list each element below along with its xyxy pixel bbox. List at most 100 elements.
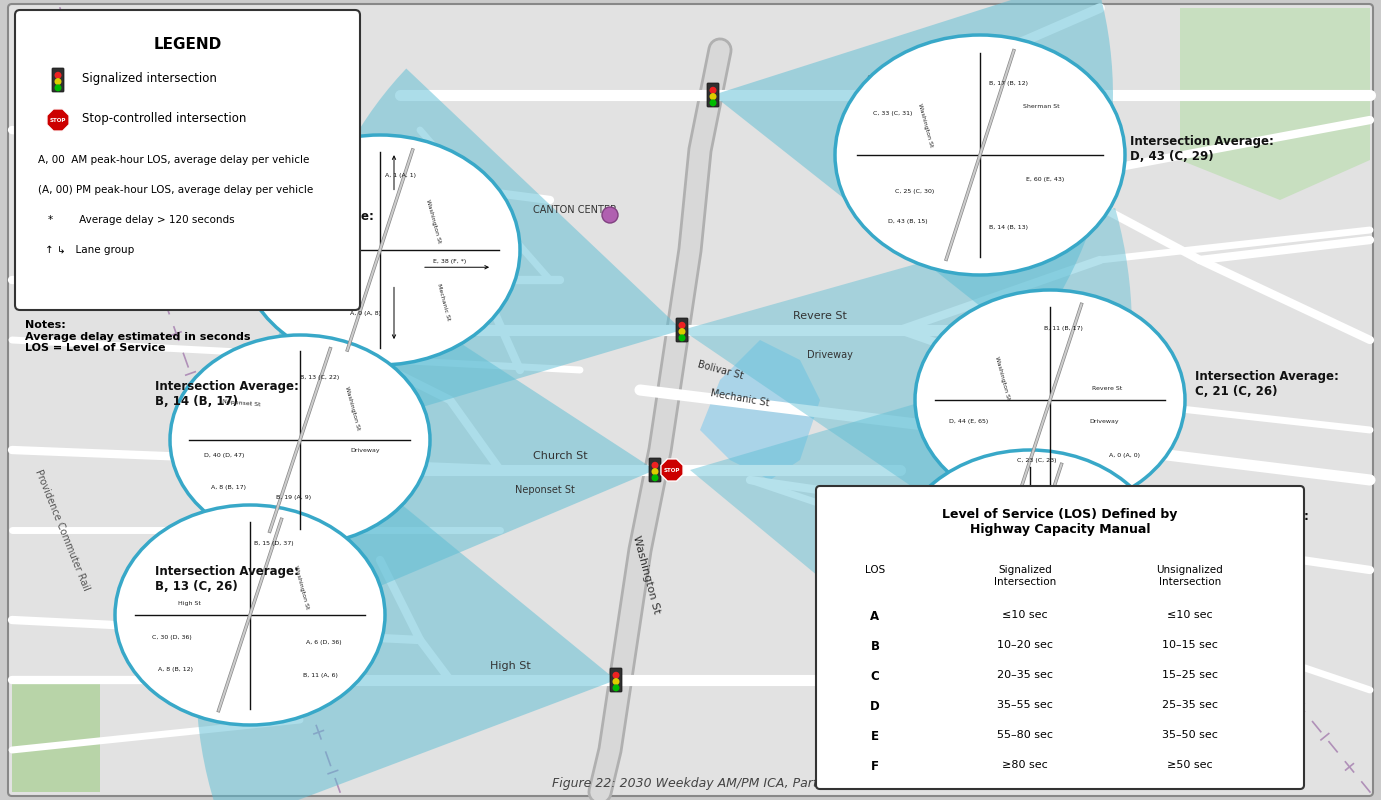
Text: Church St: Church St [533,451,587,461]
Text: STOP: STOP [50,118,66,122]
Text: Intersection Average:
B, 14 (B, 17): Intersection Average: B, 14 (B, 17) [155,380,298,408]
Text: D, 44 (E, 81): D, 44 (E, 81) [1079,618,1117,623]
Circle shape [678,328,685,335]
Text: E, 60 (E, 43): E, 60 (E, 43) [1026,177,1065,182]
Polygon shape [302,69,682,438]
Text: A, 8 (B, 12): A, 8 (B, 12) [159,667,193,673]
Text: Signalized
Intersection: Signalized Intersection [994,565,1056,586]
Text: 10–20 sec: 10–20 sec [997,640,1052,650]
Text: ≥50 sec: ≥50 sec [1167,760,1213,770]
FancyBboxPatch shape [52,68,64,92]
FancyBboxPatch shape [677,318,688,342]
Text: ≤10 sec: ≤10 sec [1003,610,1048,620]
Text: B, 17 (B, 12): B, 17 (B, 12) [990,81,1029,86]
Text: Wall St: Wall St [307,201,327,207]
Text: 35–55 sec: 35–55 sec [997,700,1052,710]
Polygon shape [690,352,1110,738]
Text: A, 1 (A, 1): A, 1 (A, 1) [385,173,417,178]
Text: B: B [870,640,880,653]
Text: Sherman St: Sherman St [867,75,932,85]
Circle shape [678,334,685,342]
Text: Bolivar St: Bolivar St [696,359,744,381]
Text: Washington St: Washington St [293,565,309,610]
Text: High St: High St [178,602,200,606]
Circle shape [613,672,620,678]
Text: Intersection Average:
B, 13 (C, 26): Intersection Average: B, 13 (C, 26) [155,565,298,593]
Polygon shape [1179,8,1370,200]
FancyBboxPatch shape [610,668,621,692]
Text: F: F [871,760,878,773]
FancyBboxPatch shape [707,83,720,107]
Text: A, 0 (A, 0): A, 0 (A, 0) [1109,453,1139,458]
Text: E: E [871,730,878,743]
Text: LOS: LOS [865,565,885,575]
Text: Stoughton Commuter Rail: Stoughton Commuter Rail [1192,592,1288,688]
Text: 25–35 sec: 25–35 sec [1161,700,1218,710]
Text: B, 14 (C, 8): B, 14 (C, 8) [938,525,974,530]
Text: B, 11 (A, 6): B, 11 (A, 6) [302,673,337,678]
Circle shape [678,322,685,329]
Text: Washington St: Washington St [631,534,661,615]
Text: C, 21 (C, 26): C, 21 (C, 26) [1084,585,1124,590]
Text: STOP: STOP [664,467,681,473]
Text: Revere St: Revere St [1091,386,1121,391]
Text: Mechanic St: Mechanic St [710,388,771,408]
Text: LEGEND: LEGEND [153,37,221,52]
Polygon shape [255,251,655,626]
Text: Washington St: Washington St [994,355,1011,401]
Text: C, 26 (F, 60): C, 26 (F, 60) [345,208,359,246]
Text: G, 36 (D, 43): G, 36 (D, 43) [996,622,1037,626]
Text: ≥80 sec: ≥80 sec [1003,760,1048,770]
Text: C, 23 (C, 23): C, 23 (C, 23) [1016,458,1056,463]
Text: Intersection Average:
C, 27 (C, 34): Intersection Average: C, 27 (C, 34) [1166,510,1309,538]
Circle shape [602,207,619,223]
Text: B, 14 (B, 13): B, 14 (B, 13) [990,225,1029,230]
Text: Figure 22: 2030 Weekday AM/PM ICA, Part 1: Figure 22: 2030 Weekday AM/PM ICA, Part … [551,777,830,790]
Text: D, 40 (D, 47): D, 40 (D, 47) [204,454,244,458]
Circle shape [54,78,62,85]
Text: High St: High St [490,661,530,671]
Text: C, 33 (C, 31): C, 33 (C, 31) [873,110,913,115]
Text: Neponset St: Neponset St [515,485,574,495]
Text: Unsignalized
Intersection: Unsignalized Intersection [1157,565,1224,586]
Text: C: C [870,670,880,683]
Text: CANTON CENTER: CANTON CENTER [533,205,617,215]
Text: Revere St: Revere St [793,311,847,321]
Circle shape [613,678,620,685]
Text: B, 11 (B, 17): B, 11 (B, 17) [1044,326,1083,331]
Text: Stop-controlled intersection: Stop-controlled intersection [81,112,246,125]
Text: A, 8 (B, 17): A, 8 (B, 17) [211,485,246,490]
Text: 55–80 sec: 55–80 sec [997,730,1052,740]
Polygon shape [682,208,1132,583]
Text: Intersection Average:
B, 12 (D, 51): Intersection Average: B, 12 (D, 51) [231,210,374,238]
Text: Mechanic St: Mechanic St [435,282,450,321]
Ellipse shape [916,290,1185,510]
Circle shape [54,72,62,78]
Text: Sherman St: Sherman St [1022,105,1059,110]
Text: D: D [870,700,880,713]
Ellipse shape [115,505,385,725]
Polygon shape [661,459,684,481]
Text: A, 0 (A, 8): A, 0 (A, 8) [351,310,381,316]
Circle shape [710,86,717,94]
Circle shape [652,468,659,475]
Text: A, 6 (D, 36): A, 6 (D, 36) [307,640,342,645]
Text: Intersection Average:
D, 43 (C, 29): Intersection Average: D, 43 (C, 29) [1130,135,1273,163]
Text: Intersection Average:
C, 21 (C, 26): Intersection Average: C, 21 (C, 26) [1195,370,1338,398]
Text: E, 38 (F, *): E, 38 (F, *) [434,259,467,264]
Text: ↑ ↳   Lane group: ↑ ↳ Lane group [46,245,134,255]
FancyBboxPatch shape [816,486,1304,789]
Ellipse shape [240,135,521,365]
Text: Driveway: Driveway [807,350,853,360]
Circle shape [710,99,717,106]
Circle shape [613,684,620,691]
Circle shape [710,93,717,100]
Ellipse shape [836,35,1126,275]
Polygon shape [700,340,820,480]
Polygon shape [196,414,616,800]
Circle shape [54,84,62,91]
Text: Driveway: Driveway [351,448,380,453]
Text: Washington St: Washington St [975,510,992,555]
Circle shape [652,462,659,469]
Text: B, 19 (A, 9): B, 19 (A, 9) [276,495,311,500]
